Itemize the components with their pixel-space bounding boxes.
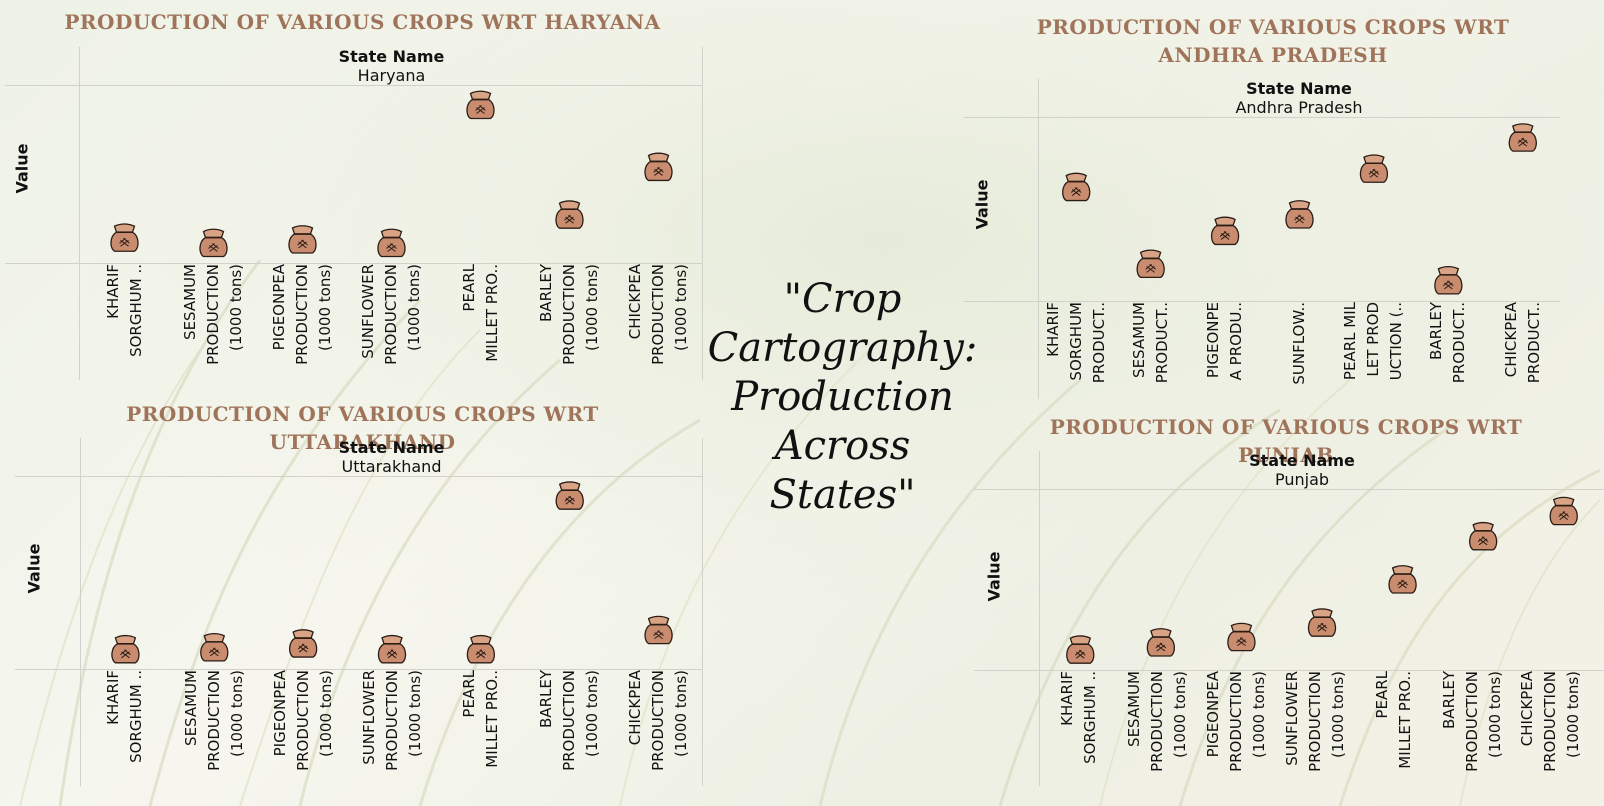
state-name-label: State Name [1246,79,1352,98]
axis-line [1038,79,1039,399]
data-point-barley-production-1000-tons[interactable] [555,200,584,229]
chart-title: PRODUCTION OF VARIOUS CROPS WRT UTTARAKH… [126,402,599,454]
axis-line [5,85,703,86]
data-point-chickpea-product[interactable] [1508,123,1537,152]
axis-line [702,438,703,786]
axis-line [964,117,1560,118]
x-tick-label-pearl-millet-pro: PEARL MILLET PRO.. [1372,671,1414,769]
state-name-label: State Name [338,47,445,66]
x-tick-label-chickpea-production-1000-tons: CHICKPEA PRODUCTION (1000 tons) [1518,671,1583,772]
axis-line [974,489,1604,490]
data-point-kharif-sorghum[interactable] [1066,635,1095,664]
data-point-pearl-millet-production[interactable] [1359,154,1389,183]
x-tick-label-sesamum-production-1000-tons: SESAMUM PRODUCTION (1000 tons) [1125,671,1190,772]
axis-line [15,476,703,477]
x-tick-label-barley-production-1000-tons: BARLEY PRODUCTION (1000 tons) [537,670,602,771]
data-point-sesamum-production-1000-tons[interactable] [199,228,228,258]
state-name-value: Haryana [357,66,426,85]
x-tick-label-barley-production-1000-tons: BARLEY PRODUCTION (1000 tons) [537,264,601,365]
x-tick-label-kharif-sorghum: KHARIF SORGHUM .. [103,264,145,357]
x-tick-label-sesamum-production-1000-tons: SESAMUM PRODUCTION (1000 tons) [181,264,245,365]
data-point-pearl-millet-pro[interactable] [466,90,495,120]
x-tick-label-kharif-sorghum-product: KHARIF SORGHUM PRODUCT.. [1043,302,1108,384]
x-tick-label-sunflow: SUNFLOW.. [1290,302,1308,385]
axis-line [80,438,81,786]
chart-plot-andhra-pradesh [1062,123,1537,295]
x-tick-label-pigeonpea-produ: PIGEONPE A PRODU.. [1204,302,1246,381]
data-point-kharif-sorghum[interactable] [111,634,140,664]
axis-line [5,263,703,264]
x-tick-label-chickpea-production-1000-tons: CHICKPEA PRODUCTION (1000 tons) [626,264,690,365]
axis-line [15,669,703,670]
data-point-pigeonpea-produ[interactable] [1210,216,1240,246]
x-tick-label-pearl-millet-production: PEARL MIL LET PROD UCTION (.. [1341,302,1406,381]
state-name-header: State Name Haryana [80,47,703,85]
x-tick-label-chickpea-product: CHICKPEA PRODUCT.. [1501,302,1543,384]
y-axis-label: Value [12,143,32,194]
x-tick-label-pearl-millet-pro: PEARL MILLET PRO.. [459,264,501,362]
x-tick-label-pigeonpea-production-1000-tons: PIGEONPEA PRODUCTION (1000 tons) [270,264,334,365]
state-name-value: Andhra Pradesh [1235,98,1363,117]
chart-title: PRODUCTION OF VARIOUS CROPS WRT ANDHRA P… [1036,15,1510,67]
x-tick-label-kharif-sorghum: KHARIF SORGHUM .. [104,670,146,763]
y-axis-label: Value [984,551,1004,602]
axis-line [702,47,703,380]
state-name-header: State Name Andhra Pradesh [1038,79,1560,117]
state-name-label: State Name [1249,451,1355,470]
x-tick-label-sesamum-production-1000-tons: SESAMUM PRODUCTION (1000 tons) [181,670,246,771]
data-point-sesamum-production-1000-tons[interactable] [1146,628,1176,657]
axis-line [964,301,1560,302]
data-point-sunflow[interactable] [1285,200,1314,229]
y-axis-label: Value [24,543,44,594]
data-point-kharif-sorghum-product[interactable] [1062,172,1091,202]
data-point-chickpea-production-1000-tons[interactable] [644,152,673,182]
data-point-sesamum-production-1000-tons[interactable] [200,632,229,662]
axis-line [974,670,1604,671]
data-point-pigeonpea-production-1000-tons[interactable] [288,225,317,254]
data-point-barley-production-1000-tons[interactable] [1468,521,1498,551]
axis-line [1039,451,1040,786]
data-point-sesamum-product[interactable] [1136,249,1165,279]
x-tick-label-sunflower-production-1000-tons: SUNFLOWER PRODUCTION (1000 tons) [359,670,424,771]
state-name-header: State Name Uttarakhand [80,438,703,476]
chart-plot-haryana [110,90,673,258]
chart-plot-uttarakhand [111,481,673,664]
data-point-pigeonpea-production-1000-tons[interactable] [1227,622,1256,652]
data-point-chickpea-production-1000-tons[interactable] [644,615,673,645]
state-name-label: State Name [338,438,445,457]
x-tick-label-kharif-sorghum: KHARIF SORGHUM .. [1058,671,1100,764]
x-tick-label-sesamum-product: SESAMUM PRODUCT.. [1129,302,1171,384]
data-point-sunflower-production-1000-tons[interactable] [1307,608,1337,637]
x-tick-label-pigeonpea-production-1000-tons: PIGEONPEA PRODUCTION (1000 tons) [1203,671,1268,772]
x-tick-label-barley-production-1000-tons: BARLEY PRODUCTION (1000 tons) [1439,671,1504,772]
data-point-pearl-millet-pro[interactable] [1388,565,1417,594]
data-point-sunflower-production-1000-tons[interactable] [377,228,406,258]
data-point-barley-product[interactable] [1434,265,1463,295]
dashboard-title: "Crop Cartography: Production Across Sta… [707,276,978,518]
chart-title: PRODUCTION OF VARIOUS CROPS WRT PUNJAB [1049,415,1523,467]
chart-plot-punjab [1066,496,1578,664]
x-tick-label-sunflower-production-1000-tons: SUNFLOWER PRODUCTION (1000 tons) [359,264,423,365]
x-tick-label-pearl-millet-pro: PEARL MILLET PRO.. [459,670,501,768]
data-point-pearl-millet-pro[interactable] [466,634,496,664]
state-name-header: State Name Punjab [1040,451,1564,489]
x-tick-label-sunflower-production-1000-tons: SUNFLOWER PRODUCTION (1000 tons) [1282,671,1347,772]
data-point-sunflower-production-1000-tons[interactable] [377,634,407,664]
state-name-value: Uttarakhand [341,457,442,476]
data-point-chickpea-production-1000-tons[interactable] [1549,496,1578,526]
data-point-barley-production-1000-tons[interactable] [555,481,584,510]
axis-line [79,47,80,380]
x-tick-label-chickpea-production-1000-tons: CHICKPEA PRODUCTION (1000 tons) [626,670,691,771]
data-point-kharif-sorghum[interactable] [110,223,139,252]
state-name-value: Punjab [1274,470,1330,489]
data-point-pigeonpea-production-1000-tons[interactable] [288,629,318,658]
chart-title: PRODUCTION OF VARIOUS CROPS WRT HARYANA [64,10,661,34]
x-tick-label-pigeonpea-production-1000-tons: PIGEONPEA PRODUCTION (1000 tons) [270,670,335,771]
y-axis-label: Value [972,179,992,230]
x-tick-label-barley-product: BARLEY PRODUCT.. [1427,302,1469,384]
